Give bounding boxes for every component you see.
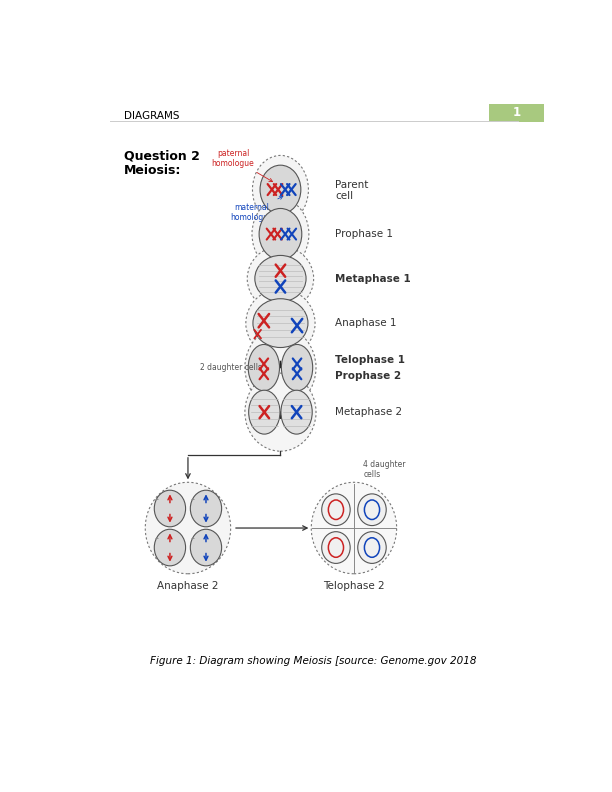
Text: DIAGRAMS: DIAGRAMS bbox=[124, 112, 179, 121]
Ellipse shape bbox=[245, 327, 316, 408]
Ellipse shape bbox=[248, 345, 280, 390]
Ellipse shape bbox=[358, 531, 386, 563]
Ellipse shape bbox=[259, 208, 302, 260]
Text: 1: 1 bbox=[513, 106, 521, 120]
Text: Prophase 2: Prophase 2 bbox=[335, 371, 401, 381]
Ellipse shape bbox=[282, 345, 313, 390]
Ellipse shape bbox=[145, 482, 231, 573]
Ellipse shape bbox=[246, 289, 315, 357]
Ellipse shape bbox=[190, 529, 222, 565]
Ellipse shape bbox=[281, 390, 312, 434]
Ellipse shape bbox=[247, 246, 314, 311]
Ellipse shape bbox=[190, 490, 222, 527]
Text: Anaphase 1: Anaphase 1 bbox=[335, 318, 397, 328]
Ellipse shape bbox=[245, 373, 316, 451]
Text: 4 daughter
cells: 4 daughter cells bbox=[364, 460, 406, 479]
Ellipse shape bbox=[312, 482, 397, 573]
Text: Metaphase 1: Metaphase 1 bbox=[335, 273, 411, 284]
Ellipse shape bbox=[253, 155, 308, 223]
Text: maternal
homologue: maternal homologue bbox=[231, 196, 283, 223]
Text: Telophase 2: Telophase 2 bbox=[323, 581, 385, 591]
Ellipse shape bbox=[358, 494, 386, 526]
Text: Metaphase 2: Metaphase 2 bbox=[335, 407, 402, 417]
Ellipse shape bbox=[252, 199, 309, 269]
Ellipse shape bbox=[260, 166, 301, 214]
Ellipse shape bbox=[322, 531, 350, 563]
Text: paternal
homologue: paternal homologue bbox=[212, 149, 272, 181]
Text: Prophase 1: Prophase 1 bbox=[335, 229, 393, 239]
Text: Anaphase 2: Anaphase 2 bbox=[157, 581, 218, 591]
Text: Figure 1: Diagram showing Meiosis [source: Genome.gov 2018: Figure 1: Diagram showing Meiosis [sourc… bbox=[151, 656, 477, 666]
Ellipse shape bbox=[322, 494, 350, 526]
Ellipse shape bbox=[248, 390, 280, 434]
Ellipse shape bbox=[154, 490, 185, 527]
Ellipse shape bbox=[255, 256, 306, 302]
FancyBboxPatch shape bbox=[489, 104, 543, 122]
Text: Question 2: Question 2 bbox=[124, 150, 200, 162]
Text: cell: cell bbox=[335, 191, 353, 200]
Text: Parent: Parent bbox=[335, 180, 368, 190]
Ellipse shape bbox=[253, 299, 308, 348]
Text: Meiosis:: Meiosis: bbox=[124, 164, 181, 177]
Text: 2 daughter cells: 2 daughter cells bbox=[200, 364, 262, 372]
Text: Telophase 1: Telophase 1 bbox=[335, 355, 405, 364]
Ellipse shape bbox=[154, 529, 185, 565]
